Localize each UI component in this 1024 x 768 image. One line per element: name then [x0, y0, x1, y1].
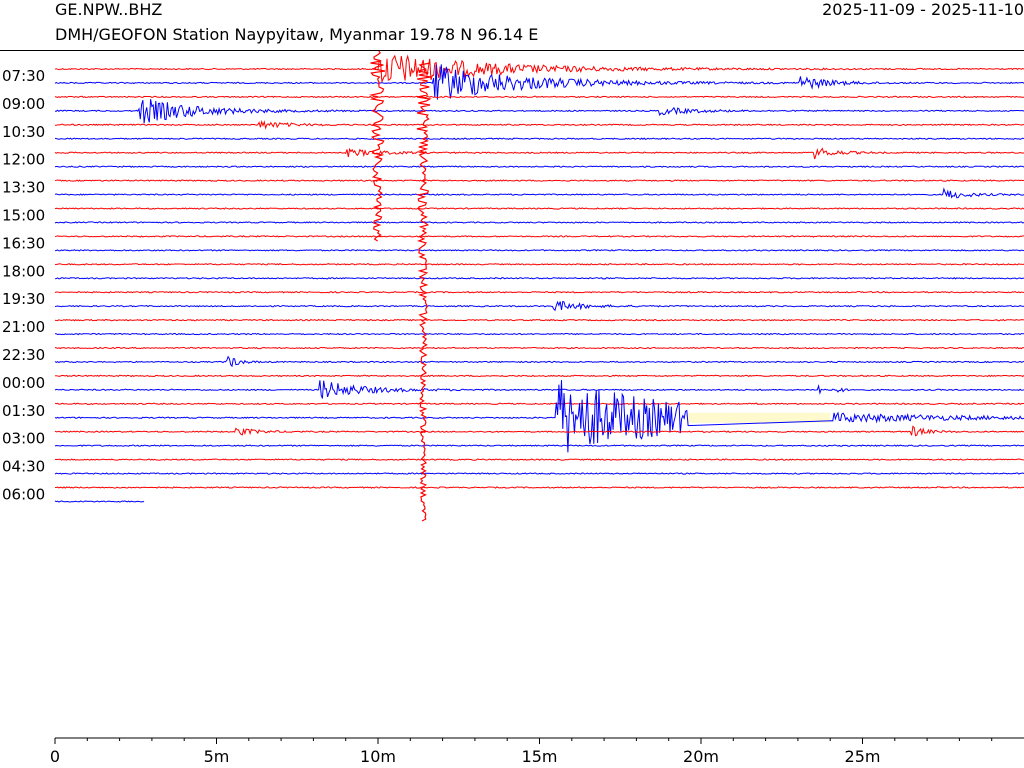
trace-18: [54, 318, 1024, 322]
spike-0: [369, 50, 386, 242]
trace-7: [54, 165, 1024, 168]
trace-26: [54, 425, 1024, 437]
trace-20: [54, 346, 1024, 350]
y-tick-label: 01:30: [2, 402, 45, 420]
y-tick-label: 18:00: [2, 262, 45, 280]
x-tick-label: 15m: [522, 747, 558, 766]
trace-21: [54, 355, 1024, 368]
y-tick-label: 10:30: [2, 123, 45, 141]
trace-0: [54, 54, 1024, 82]
y-tick-label: 13:30: [2, 179, 45, 197]
trace-9: [54, 187, 1024, 199]
trace-25: [54, 380, 1024, 453]
y-tick-label: 12:00: [2, 151, 45, 169]
y-tick-label: 15:00: [2, 206, 45, 224]
trace-19: [55, 332, 1024, 336]
x-tick-label: 10m: [360, 747, 396, 766]
trace-24: [54, 402, 1024, 406]
header-divider: [0, 50, 1024, 51]
trace-16: [54, 290, 1024, 294]
trace-30: [55, 486, 1024, 489]
x-tick-label: 20m: [683, 747, 719, 766]
trace-13: [54, 249, 1024, 252]
trace-29: [54, 472, 1024, 475]
station-description: DMH/GEOFON Station Naypyitaw, Myanmar 19…: [55, 25, 539, 44]
y-tick-label: 16:30: [2, 234, 45, 252]
trace-5: [54, 137, 1024, 140]
y-tick-label: 06:00: [2, 485, 45, 503]
trace-23: [54, 380, 1024, 399]
x-tick-label: 25m: [845, 747, 881, 766]
date-range: 2025-11-09 - 2025-11-10: [822, 0, 1024, 19]
trace-31: [54, 500, 145, 503]
x-tick-label: 0: [50, 747, 60, 766]
y-tick-label: 19:30: [2, 290, 45, 308]
trace-12: [54, 235, 1024, 238]
spike-1: [416, 62, 432, 522]
y-tick-label: 04:30: [2, 458, 45, 476]
trace-4: [55, 119, 1024, 130]
trace-6: [54, 147, 1024, 160]
trace-27: [54, 444, 1024, 447]
trace-8: [54, 179, 1024, 182]
trace-1: [54, 64, 1024, 100]
trace-2: [54, 95, 1024, 99]
data-gap-highlight: [688, 412, 831, 423]
chart-header: GE.NPW..BHZ DMH/GEOFON Station Naypyitaw…: [0, 0, 1024, 50]
y-tick-label: 03:00: [2, 430, 45, 448]
y-tick-label: 21:00: [2, 318, 45, 336]
trace-15: [54, 277, 1024, 280]
trace-22: [54, 374, 1024, 378]
x-tick-label: 5m: [204, 747, 230, 766]
y-tick-label: 22:30: [2, 346, 45, 364]
station-code: GE.NPW..BHZ: [55, 0, 163, 19]
y-tick-label: 09:00: [2, 95, 45, 113]
y-tick-label: 07:30: [2, 67, 45, 85]
trace-11: [54, 221, 1024, 224]
trace-28: [54, 458, 1024, 461]
trace-10: [54, 207, 1024, 210]
y-tick-label: 00:00: [2, 374, 45, 392]
trace-3: [55, 99, 1024, 124]
trace-14: [54, 263, 1024, 266]
trace-17: [54, 300, 1024, 312]
